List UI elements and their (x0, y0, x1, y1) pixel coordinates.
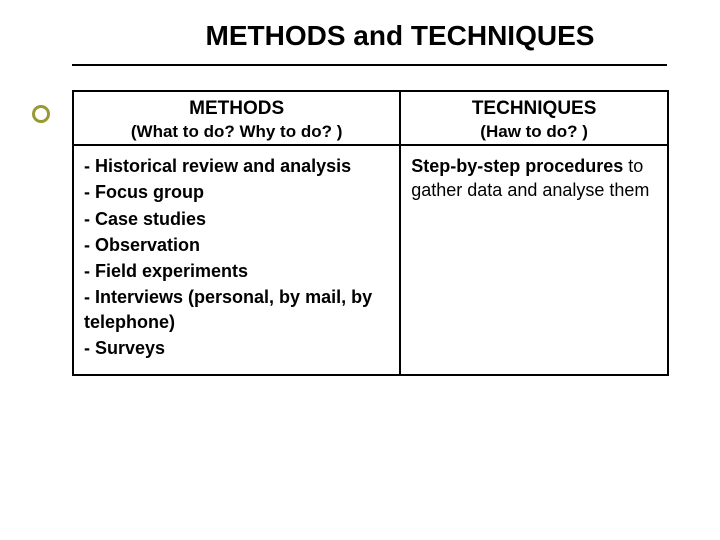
list-item: - Historical review and analysis (84, 154, 389, 178)
table-header-row: METHODS (What to do? Why to do? ) TECHNI… (73, 91, 668, 145)
col-header-techniques: TECHNIQUES (Haw to do? ) (400, 91, 668, 145)
col-subheading: (Haw to do? ) (409, 120, 659, 142)
methods-techniques-table: METHODS (What to do? Why to do? ) TECHNI… (72, 90, 669, 376)
methods-list-cell: - Historical review and analysis - Focus… (73, 145, 400, 375)
slide: METHODS and TECHNIQUES METHODS (What to … (0, 0, 720, 540)
col-subheading: (What to do? Why to do? ) (82, 120, 391, 142)
col-heading: METHODS (82, 98, 391, 120)
techniques-bold: Step-by-step procedures (411, 156, 623, 176)
list-item: - Interviews (personal, by mail, by tele… (84, 285, 389, 334)
col-header-methods: METHODS (What to do? Why to do? ) (73, 91, 400, 145)
list-item: - Focus group (84, 180, 389, 204)
techniques-cell: Step-by-step procedures to gather data a… (400, 145, 668, 375)
list-item: - Surveys (84, 336, 389, 360)
list-item: - Observation (84, 233, 389, 257)
list-item: - Field experiments (84, 259, 389, 283)
table-body-row: - Historical review and analysis - Focus… (73, 145, 668, 375)
title-underline (72, 64, 667, 66)
list-item: - Case studies (84, 207, 389, 231)
page-title: METHODS and TECHNIQUES (130, 20, 670, 52)
col-heading: TECHNIQUES (409, 98, 659, 120)
bullet-ring-icon (32, 105, 50, 123)
